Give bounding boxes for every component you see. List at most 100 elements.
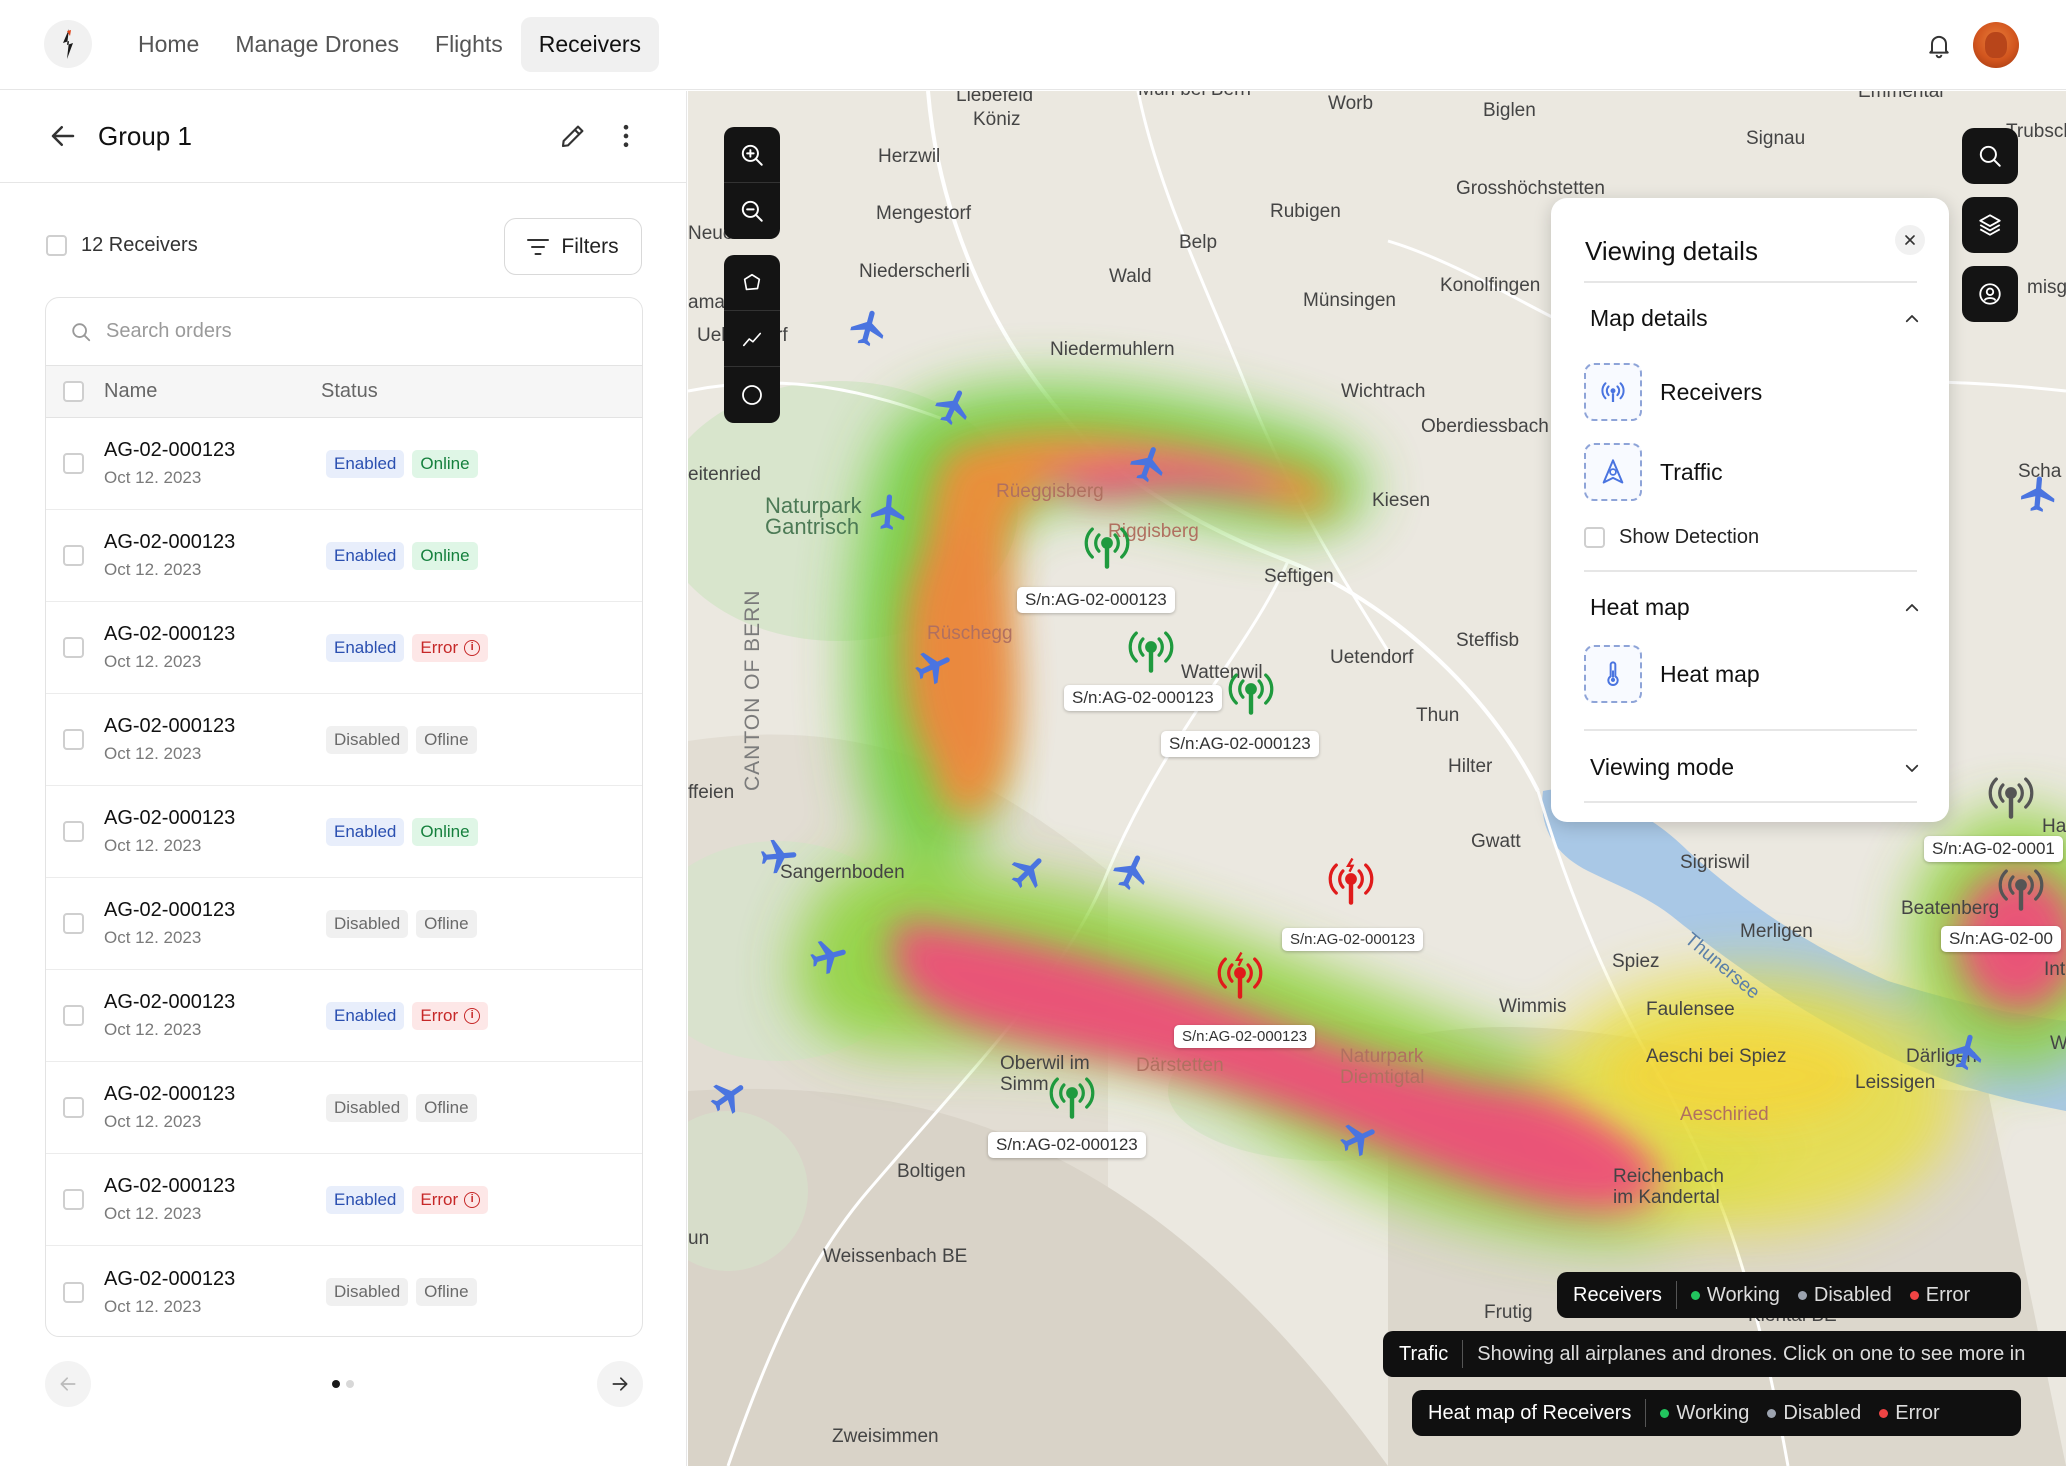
table-row[interactable]: AG-02-000123 Oct 12. 2023 Enabled Error i (46, 970, 642, 1062)
table-row[interactable]: AG-02-000123 Oct 12. 2023 Disabled Ofline (46, 1246, 642, 1336)
draw-circle-button[interactable] (724, 367, 780, 423)
airplane-icon[interactable] (2009, 464, 2066, 523)
zoom-out-button[interactable] (724, 183, 780, 239)
next-page-button[interactable] (597, 1361, 643, 1407)
airplane-icon[interactable] (1938, 1023, 1995, 1080)
show-detection-checkbox[interactable] (1584, 527, 1605, 548)
place-label: Därstetten (1136, 1055, 1224, 1076)
receiver-serial-label[interactable]: S/n:AG-02-000123 (1161, 731, 1319, 757)
receiver-antenna-icon[interactable] (1080, 521, 1134, 571)
column-name[interactable]: Name (104, 380, 158, 402)
row-checkbox[interactable] (63, 913, 84, 934)
more-vertical-icon[interactable] (612, 121, 640, 151)
draw-line-button[interactable] (724, 311, 780, 367)
airplane-icon[interactable] (749, 827, 808, 886)
receiver-serial-label[interactable]: S/n:AG-02-000123 (988, 1132, 1146, 1158)
avatar[interactable] (1973, 22, 2019, 68)
close-panel-button[interactable] (1895, 225, 1925, 255)
airplane-icon[interactable] (1008, 851, 1050, 893)
row-checkbox[interactable] (63, 1005, 84, 1026)
receiver-antenna-icon[interactable] (1213, 951, 1267, 1001)
bell-icon[interactable] (1925, 31, 1953, 59)
table-row[interactable]: AG-02-000123 Oct 12. 2023 Enabled Online (46, 418, 642, 510)
row-checkbox[interactable] (63, 1097, 84, 1118)
row-checkbox[interactable] (63, 453, 84, 474)
airplane-icon[interactable] (859, 482, 918, 541)
receiver-serial-label[interactable]: S/n:AG-02-000123 (1282, 928, 1424, 951)
place-label: Wimmis (1499, 996, 1567, 1017)
page-dot-2[interactable] (346, 1380, 354, 1388)
filters-button[interactable]: Filters (504, 218, 642, 275)
receiver-serial-label[interactable]: S/n:AG-02-00 (1941, 926, 2061, 952)
airplane-icon[interactable] (705, 1073, 754, 1122)
receiver-serial-label[interactable]: S/n:AG-02-000123 (1174, 1025, 1316, 1048)
table-row[interactable]: AG-02-000123 Oct 12. 2023 Enabled Error i (46, 1154, 642, 1246)
receiver-serial-label[interactable]: S/n:AG-02-000123 (1064, 685, 1222, 711)
row-checkbox[interactable] (63, 1189, 84, 1210)
map-search-button[interactable] (1962, 128, 2018, 184)
page-dot-1[interactable] (332, 1380, 340, 1388)
draw-polygon-button[interactable] (724, 255, 780, 311)
row-checkbox[interactable] (63, 729, 84, 750)
nav-flights[interactable]: Flights (435, 31, 503, 57)
row-checkbox[interactable] (63, 637, 84, 658)
airplane-icon[interactable] (840, 299, 897, 356)
error-dot (1879, 1408, 1889, 1418)
search-input[interactable] (106, 320, 586, 343)
place-label: Rubigen (1270, 201, 1341, 222)
layer-traffic[interactable]: Traffic (1584, 443, 1723, 501)
table-row[interactable]: AG-02-000123 Oct 12. 2023 Enabled Online (46, 510, 642, 602)
nav-home[interactable]: Home (138, 31, 200, 57)
airplane-icon[interactable] (907, 640, 961, 694)
show-detection-row[interactable]: Show Detection (1584, 526, 1759, 549)
map-details-toggle[interactable]: Map details (1590, 305, 1708, 331)
row-checkbox[interactable] (63, 1281, 84, 1303)
chevron-up-icon[interactable] (1903, 310, 1921, 328)
receiver-antenna-icon[interactable] (1994, 863, 2048, 913)
layer-heat-map[interactable]: Heat map (1584, 645, 1760, 703)
locate-button[interactable] (1962, 266, 2018, 322)
airplane-icon[interactable] (927, 380, 981, 434)
heat-map-toggle[interactable]: Heat map (1590, 594, 1690, 620)
logo-icon[interactable] (44, 20, 92, 68)
receiver-antenna-icon[interactable] (1124, 625, 1178, 675)
place-label: Niedermuhlern (1050, 339, 1175, 360)
row-checkbox[interactable] (63, 821, 84, 842)
table-row[interactable]: AG-02-000123 Oct 12. 2023 Disabled Ofline (46, 694, 642, 786)
legend-disabled-label: Disabled (1783, 1401, 1862, 1424)
back-arrow-icon[interactable] (48, 121, 78, 151)
nav-receivers[interactable]: Receivers (520, 17, 660, 72)
chevron-up-icon[interactable] (1903, 599, 1921, 617)
table-row[interactable]: AG-02-000123 Oct 12. 2023 Disabled Ofline (46, 1062, 642, 1154)
zoom-in-button[interactable] (724, 127, 780, 183)
edit-icon[interactable] (558, 121, 588, 151)
table-row[interactable]: AG-02-000123 Oct 12. 2023 Disabled Ofline (46, 878, 642, 970)
header-checkbox[interactable] (63, 381, 84, 402)
receiver-date: Oct 12. 2023 (104, 1020, 202, 1039)
receiver-antenna-icon[interactable] (1224, 667, 1278, 717)
column-status[interactable]: Status (321, 380, 378, 402)
layer-receivers[interactable]: Receivers (1584, 363, 1762, 421)
prev-page-button[interactable] (45, 1361, 91, 1407)
airplane-icon[interactable] (1121, 436, 1177, 492)
table-body: AG-02-000123 Oct 12. 2023 Enabled Online AG-… (46, 418, 642, 1336)
page-dots (332, 1380, 354, 1388)
row-checkbox[interactable] (63, 545, 84, 566)
receiver-serial-label[interactable]: S/n:AG-02-000123 (1017, 587, 1175, 613)
airplane-icon[interactable] (1332, 1112, 1386, 1166)
layers-button[interactable] (1962, 197, 2018, 253)
receiver-antenna-icon[interactable] (1984, 771, 2038, 821)
map-view[interactable]: Liebefeld Köniz Muri bei Bern Worb Biglen Emm… (688, 91, 2066, 1466)
select-all-checkbox[interactable] (46, 235, 67, 256)
table-row[interactable]: AG-02-000123 Oct 12. 2023 Enabled Error i (46, 602, 642, 694)
airplane-icon[interactable] (1105, 845, 1159, 899)
receiver-serial-label[interactable]: S/n:AG-02-0001 (1924, 836, 2063, 862)
place-label: Mengestorf (876, 203, 972, 224)
receiver-antenna-icon[interactable] (1045, 1071, 1099, 1121)
receiver-antenna-icon[interactable] (1324, 857, 1378, 907)
chevron-down-icon[interactable] (1903, 759, 1921, 777)
nav-manage-drones[interactable]: Manage Drones (235, 31, 400, 57)
table-row[interactable]: AG-02-000123 Oct 12. 2023 Enabled Online (46, 786, 642, 878)
viewing-mode-toggle[interactable]: Viewing mode (1590, 754, 1735, 780)
airplane-icon[interactable] (800, 928, 857, 985)
